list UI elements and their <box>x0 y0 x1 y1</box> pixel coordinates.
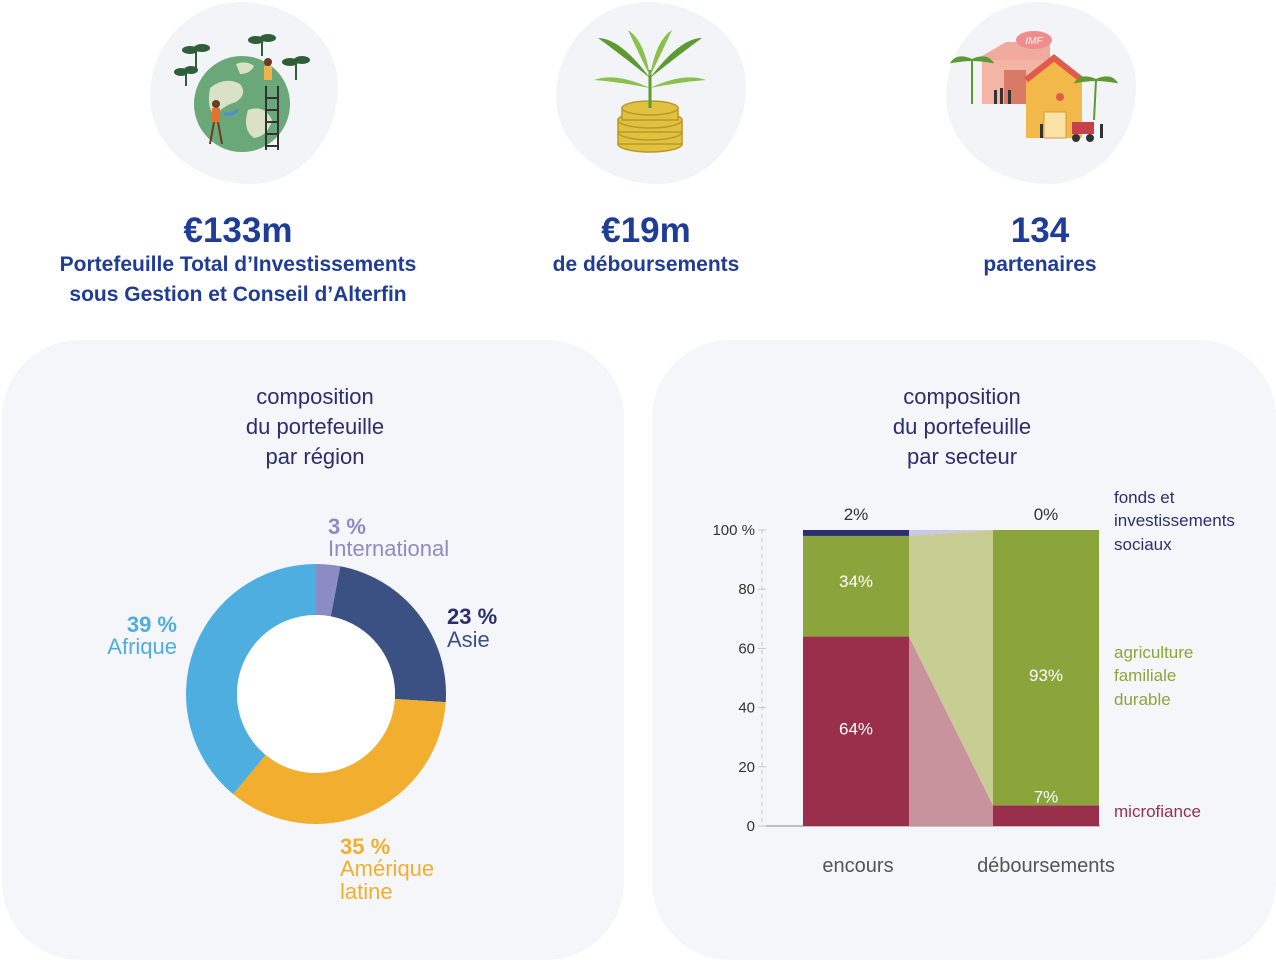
donut-slice-asie <box>330 566 446 703</box>
band-fonds <box>909 530 993 536</box>
data-label-agriculture-encours: 34% <box>839 572 873 591</box>
kpi-portfolio-label-1: Portefeuille Total d’Investissements <box>59 253 417 276</box>
label-international-pct: 3 % <box>328 514 366 539</box>
region-chart-title: composition du portefeuille par région <box>165 382 465 472</box>
data-label-fonds-encours: 2% <box>844 505 869 524</box>
legend-agri-line-2: familiale <box>1114 666 1176 685</box>
bar-microfinance-encours <box>803 636 909 826</box>
data-label-agriculture-déboursements: 93% <box>1029 666 1063 685</box>
kpi-disbursements-label: de déboursements <box>552 253 740 276</box>
kpi-partners-value: 134 <box>1010 211 1070 250</box>
label-afrique-pct: 39 % <box>127 612 177 637</box>
region-title-line-3: par région <box>265 444 365 469</box>
kpi-partners: 134 partenaires <box>900 212 1180 280</box>
donut-slice-amerique <box>233 698 446 824</box>
sector-title-line-1: composition <box>903 384 1021 409</box>
kpi-partners-label: partenaires <box>983 253 1097 276</box>
legend-agri-line-3: durable <box>1114 690 1171 709</box>
legend-microfinance: microfiance <box>1114 802 1201 821</box>
legend-agri-line-1: agriculture <box>1114 643 1193 662</box>
sector-chart-title: composition du portefeuille par secteur <box>812 382 1112 472</box>
sector-title-line-2: du portefeuille <box>892 414 1032 439</box>
label-international-name: International <box>328 536 449 561</box>
y-tick-40: 40 <box>738 700 755 717</box>
band-microfinance <box>909 636 993 826</box>
x-label-deboursements: déboursements <box>977 855 1115 877</box>
region-title-line-2: du portefeuille <box>245 414 385 439</box>
x-label-encours: encours <box>822 855 893 877</box>
label-asie-pct: 23 % <box>447 604 497 629</box>
kpi-portfolio-value: €133m <box>183 211 293 250</box>
legend-micro-line-1: microfiance <box>1114 802 1201 821</box>
kpi-portfolio-label-2: sous Gestion et Conseil d’Alterfin <box>69 283 407 306</box>
data-label-microfinance-encours: 64% <box>839 720 873 739</box>
bar-agriculture-déboursements <box>993 530 1099 806</box>
kpi-disbursements-value: €19m <box>601 211 691 250</box>
label-amerique-name-1: Amérique <box>340 856 434 881</box>
y-tick-20: 20 <box>738 759 755 776</box>
data-label-fonds-déboursements: 0% <box>1034 505 1059 524</box>
imf-sign: IMF <box>1025 36 1043 47</box>
label-afrique-name: Afrique <box>107 634 177 659</box>
band-agriculture <box>909 530 993 806</box>
label-asie-name: Asie <box>447 627 490 652</box>
data-label-microfinance-déboursements: 7% <box>1034 787 1059 806</box>
y-tick-80: 80 <box>738 581 755 598</box>
donut-hole <box>237 615 395 773</box>
region-title-line-1: composition <box>256 384 374 409</box>
bar-microfinance-déboursements <box>993 805 1099 826</box>
kpi-disbursements: €19m de déboursements <box>500 212 792 280</box>
sector-title-line-3: par secteur <box>906 444 1018 469</box>
label-amerique-pct: 35 % <box>340 834 390 859</box>
y-tick-0: 0 <box>747 818 755 835</box>
legend-fonds-line-1: fonds et <box>1114 488 1175 507</box>
donut-slice-afrique <box>185 564 316 795</box>
label-amerique-name-2: latine <box>340 879 393 904</box>
bar-fonds-encours <box>803 530 909 536</box>
legend-agriculture: agriculture familiale durable <box>1114 643 1193 709</box>
legend-fonds: fonds et investissements sociaux <box>1114 488 1235 554</box>
y-tick-100: 100 % <box>712 522 755 539</box>
bar-agriculture-encours <box>803 535 909 637</box>
y-tick-60: 60 <box>738 640 755 657</box>
legend-fonds-line-3: sociaux <box>1114 535 1172 554</box>
legend-fonds-line-2: investissements <box>1114 511 1235 530</box>
kpi-portfolio: €133m Portefeuille Total d’Investissemen… <box>0 212 476 310</box>
donut-slice-international <box>316 564 341 617</box>
